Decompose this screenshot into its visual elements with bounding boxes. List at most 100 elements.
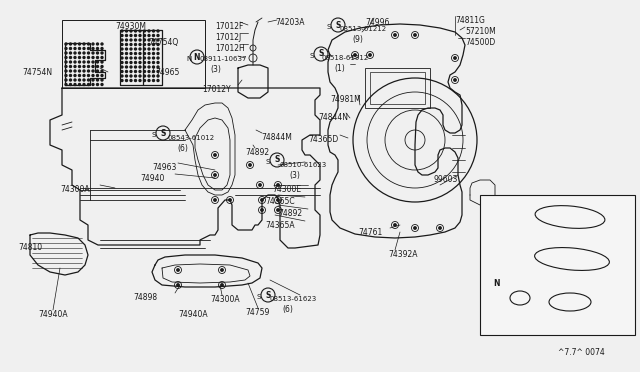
Circle shape xyxy=(139,71,141,73)
Circle shape xyxy=(70,61,72,63)
Text: N: N xyxy=(187,56,192,62)
Circle shape xyxy=(88,83,90,86)
Circle shape xyxy=(83,65,85,67)
Circle shape xyxy=(83,83,85,86)
Text: MTM: MTM xyxy=(490,213,509,222)
Text: S: S xyxy=(257,294,261,300)
Circle shape xyxy=(88,61,90,63)
Text: 74963: 74963 xyxy=(152,163,177,172)
Circle shape xyxy=(152,35,154,36)
Circle shape xyxy=(97,70,99,72)
Text: 74810: 74810 xyxy=(18,243,42,252)
Circle shape xyxy=(125,44,127,45)
Text: S: S xyxy=(318,49,324,58)
Text: (3): (3) xyxy=(289,171,300,180)
Circle shape xyxy=(74,48,76,49)
Circle shape xyxy=(139,80,141,81)
Text: 74898: 74898 xyxy=(133,293,157,302)
Text: N: N xyxy=(493,279,500,289)
Circle shape xyxy=(139,61,141,64)
Circle shape xyxy=(148,35,150,36)
Text: ^7.7^ 0074: ^7.7^ 0074 xyxy=(558,348,605,357)
Text: 74365C: 74365C xyxy=(265,197,294,206)
Circle shape xyxy=(125,39,127,41)
Circle shape xyxy=(65,43,67,45)
Circle shape xyxy=(101,61,103,63)
Circle shape xyxy=(125,66,127,68)
Circle shape xyxy=(121,30,123,32)
Circle shape xyxy=(130,80,132,81)
Circle shape xyxy=(249,164,251,166)
Text: 74365D: 74365D xyxy=(308,135,339,144)
Circle shape xyxy=(101,52,103,54)
Circle shape xyxy=(152,39,154,41)
Text: 74844M: 74844M xyxy=(261,133,292,142)
Circle shape xyxy=(152,44,154,45)
Circle shape xyxy=(88,74,90,77)
Circle shape xyxy=(79,65,81,67)
Circle shape xyxy=(261,199,263,201)
Text: 74365A: 74365A xyxy=(265,221,294,230)
Circle shape xyxy=(97,74,99,77)
Text: 74203A: 74203A xyxy=(275,18,305,27)
Text: S: S xyxy=(310,53,314,59)
Circle shape xyxy=(369,54,371,56)
Circle shape xyxy=(157,35,159,36)
Circle shape xyxy=(125,75,127,77)
Circle shape xyxy=(214,154,216,156)
Text: 74300A: 74300A xyxy=(60,185,90,194)
Text: 74965: 74965 xyxy=(155,68,179,77)
Circle shape xyxy=(92,57,94,58)
Circle shape xyxy=(143,52,145,55)
Circle shape xyxy=(221,284,223,286)
Circle shape xyxy=(134,48,136,50)
Circle shape xyxy=(125,48,127,50)
Circle shape xyxy=(134,30,136,32)
Circle shape xyxy=(79,52,81,54)
Circle shape xyxy=(439,227,441,229)
Circle shape xyxy=(74,65,76,67)
Circle shape xyxy=(79,43,81,45)
Circle shape xyxy=(92,79,94,81)
Circle shape xyxy=(121,57,123,59)
Text: 08518-61912: 08518-61912 xyxy=(322,55,369,61)
Circle shape xyxy=(70,74,72,77)
Circle shape xyxy=(354,54,356,56)
Text: 74500D: 74500D xyxy=(465,38,495,47)
Bar xyxy=(62,20,205,88)
Circle shape xyxy=(130,75,132,77)
Circle shape xyxy=(134,44,136,45)
Circle shape xyxy=(139,66,141,68)
Text: (1): (1) xyxy=(334,64,345,73)
Circle shape xyxy=(157,80,159,81)
Circle shape xyxy=(130,52,132,55)
Circle shape xyxy=(139,44,141,45)
Circle shape xyxy=(70,79,72,81)
Circle shape xyxy=(88,57,90,58)
Circle shape xyxy=(65,70,67,72)
Circle shape xyxy=(152,57,154,59)
Text: 74940A: 74940A xyxy=(38,310,68,319)
Circle shape xyxy=(125,57,127,59)
Circle shape xyxy=(143,30,145,32)
Circle shape xyxy=(121,52,123,55)
Circle shape xyxy=(152,71,154,73)
Circle shape xyxy=(157,52,159,55)
Circle shape xyxy=(148,66,150,68)
Circle shape xyxy=(143,66,145,68)
Circle shape xyxy=(130,48,132,50)
Circle shape xyxy=(97,57,99,58)
Circle shape xyxy=(177,284,179,286)
Circle shape xyxy=(134,75,136,77)
Circle shape xyxy=(177,269,179,271)
Circle shape xyxy=(134,71,136,73)
Circle shape xyxy=(148,39,150,41)
Circle shape xyxy=(139,30,141,32)
Circle shape xyxy=(70,48,72,49)
Circle shape xyxy=(101,57,103,58)
Circle shape xyxy=(74,74,76,77)
Circle shape xyxy=(229,199,231,201)
Circle shape xyxy=(74,43,76,45)
Text: (6): (6) xyxy=(282,305,293,314)
Circle shape xyxy=(148,75,150,77)
